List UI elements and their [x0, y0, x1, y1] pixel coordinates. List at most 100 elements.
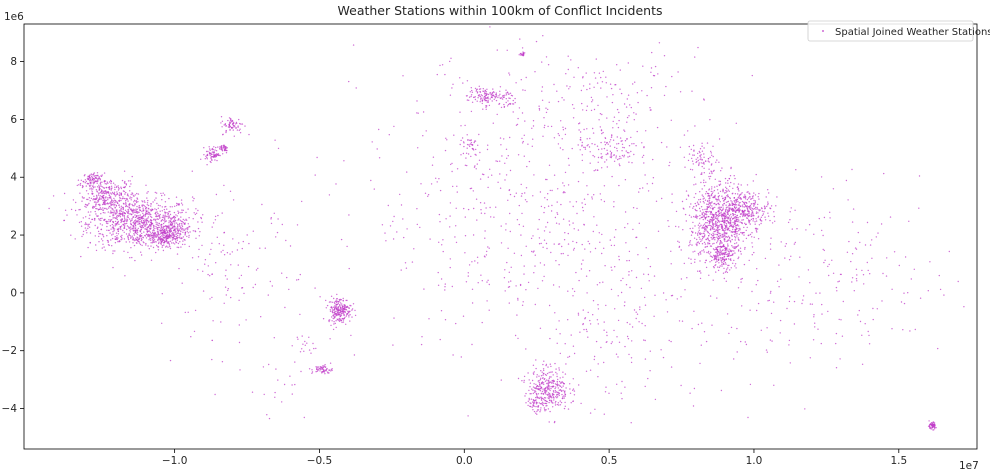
data-point [144, 234, 146, 237]
data-point [133, 199, 136, 202]
data-point [519, 38, 521, 40]
data-point [751, 209, 753, 212]
data-point [429, 238, 431, 240]
data-point [705, 191, 708, 193]
data-point [135, 200, 137, 202]
data-point [704, 208, 706, 211]
data-point [741, 192, 743, 194]
data-point [525, 289, 527, 291]
data-point [716, 251, 718, 253]
data-point [564, 405, 566, 407]
data-point [558, 369, 560, 371]
data-point [219, 146, 221, 148]
data-point [484, 95, 486, 98]
data-point [734, 237, 737, 239]
data-point [229, 190, 232, 192]
data-point [122, 206, 125, 209]
data-point [717, 239, 719, 241]
data-point [64, 209, 67, 211]
data-point [545, 364, 547, 367]
data-point [726, 255, 729, 258]
data-point [335, 299, 337, 301]
data-point [420, 343, 423, 346]
data-point [135, 201, 138, 204]
data-point [338, 301, 340, 303]
data-point [531, 401, 534, 403]
data-point [556, 213, 559, 215]
data-point [489, 206, 491, 209]
data-point [629, 286, 631, 289]
data-point [580, 268, 583, 270]
data-point [127, 251, 129, 254]
data-point [151, 242, 154, 244]
data-point [545, 409, 547, 411]
data-point [588, 243, 591, 245]
data-point [189, 226, 191, 228]
data-point [689, 240, 692, 242]
data-point [650, 67, 653, 69]
data-point [103, 201, 105, 204]
data-point [495, 92, 497, 94]
data-point [706, 203, 708, 205]
data-point [232, 199, 235, 201]
data-point [522, 140, 524, 143]
data-point [630, 150, 632, 153]
data-point [694, 202, 696, 205]
data-point [180, 230, 182, 233]
data-point [718, 235, 720, 238]
data-point [96, 208, 98, 210]
data-point [744, 204, 747, 206]
data-point [626, 151, 629, 154]
data-point [751, 232, 753, 234]
data-point [555, 400, 557, 403]
data-point [146, 202, 149, 204]
data-point [726, 195, 728, 197]
data-point [715, 217, 717, 219]
data-point [543, 407, 546, 409]
data-point [145, 244, 147, 246]
data-point [160, 243, 162, 245]
data-point [131, 175, 133, 178]
data-point [149, 228, 151, 230]
data-point [91, 206, 94, 209]
data-point [532, 120, 535, 122]
data-point [238, 299, 240, 301]
data-point [503, 103, 505, 106]
data-point [422, 135, 424, 137]
data-point [140, 251, 142, 253]
data-point [184, 219, 186, 222]
data-point [743, 263, 746, 266]
data-point [699, 201, 702, 203]
data-point [333, 321, 335, 323]
data-point [343, 314, 345, 316]
data-point [231, 251, 233, 253]
data-point [215, 262, 217, 264]
data-point [173, 211, 176, 214]
data-point [268, 363, 270, 366]
data-point [139, 214, 141, 216]
data-point [179, 235, 181, 237]
data-point [704, 228, 706, 230]
data-point [89, 185, 91, 188]
data-point [746, 207, 748, 209]
data-point [330, 306, 332, 308]
data-point [176, 204, 178, 207]
data-point [563, 383, 565, 385]
data-point [103, 246, 105, 248]
data-point [557, 391, 559, 394]
data-point [335, 326, 337, 329]
data-point [336, 298, 338, 300]
data-point [130, 236, 132, 238]
data-point [495, 206, 497, 208]
data-point [703, 232, 705, 234]
data-point [701, 194, 703, 196]
data-point [749, 204, 752, 207]
data-point [746, 208, 749, 211]
data-point [723, 260, 725, 263]
data-point [353, 354, 356, 356]
data-point [162, 227, 165, 229]
data-point [677, 71, 679, 73]
data-point [115, 194, 117, 196]
data-point [556, 201, 558, 203]
data-point [737, 245, 739, 247]
